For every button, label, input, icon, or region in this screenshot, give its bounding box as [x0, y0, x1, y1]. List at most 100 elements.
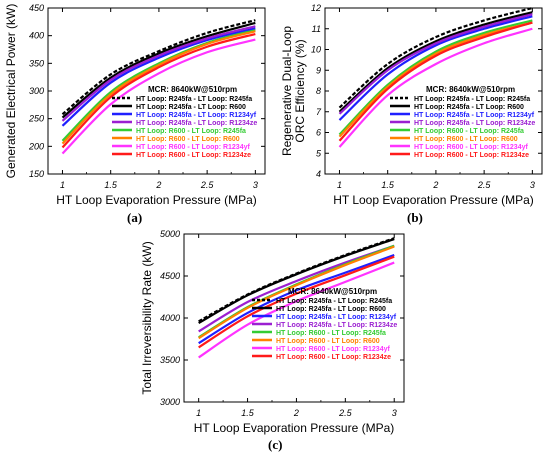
y-tick-label: 4000	[160, 313, 180, 323]
caption-c: (c)	[268, 437, 283, 452]
y-tick-label: 5000	[160, 229, 180, 239]
y-tick-label: 150	[29, 169, 44, 179]
series-line-2	[61, 27, 256, 127]
legend-label-6: HT Loop: R600 - LT Loop: R1234yf	[276, 346, 390, 353]
legend-label-4: HT Loop: R600 - LT Loop: R245fa	[276, 330, 386, 337]
x-tick-label: 2	[432, 180, 438, 190]
series-line-1	[61, 21, 256, 119]
legend-title: MCR: 8640kW@510rpm	[148, 85, 237, 94]
legend-label-2: HT Loop: R245fa - LT Loop: R1234yf	[414, 112, 535, 119]
series-line-6	[338, 27, 533, 148]
x-tick-label: 2	[155, 180, 161, 190]
legend: MCR: 8640kW@510rpm HT Loop: R245fa - LT L…	[252, 287, 397, 361]
x-tick-label: 1.5	[381, 180, 395, 190]
legend-label-1: HT Loop: R245fa - LT Loop: R600	[136, 104, 246, 111]
y-tick-label: 6	[316, 128, 321, 138]
series-line-3	[61, 25, 256, 122]
y-tick-label: 7	[316, 107, 322, 117]
legend-title: MCR: 8640kW@510rpm	[288, 287, 377, 296]
series-line-0	[338, 6, 533, 109]
y-tick-label: 12	[311, 3, 321, 13]
legend-label-7: HT Loop: R600 - LT Loop: R1234ze	[136, 152, 251, 159]
series-line-1	[198, 237, 395, 324]
series-line-5	[338, 21, 533, 138]
y-axis-label-line1: Regenerative Dual-Loop	[280, 26, 294, 156]
legend-label-3: HT Loop: R245fa - LT Loop: R1234ze	[414, 120, 535, 127]
y-tick-label: 350	[29, 58, 44, 68]
legend-label-5: HT Loop: R600 - LT Loop: R600	[276, 338, 380, 345]
x-axis-label: HT Loop Evaporation Pressure (MPa)	[194, 421, 395, 435]
legend-label-4: HT Loop: R600 - LT Loop: R245fa	[136, 128, 246, 135]
x-tick-label: 1	[60, 180, 65, 190]
x-tick-label: 1.5	[241, 408, 255, 418]
series-line-2	[198, 253, 395, 345]
y-tick-label: 300	[29, 86, 44, 96]
y-tick-label: 5	[316, 148, 322, 158]
x-tick-label: 2	[293, 408, 299, 418]
legend-label-3: HT Loop: R245fa - LT Loop: R1234ze	[136, 120, 257, 127]
series-line-1	[338, 11, 533, 113]
series-line-7	[338, 21, 533, 142]
x-tick-label: 3	[253, 180, 258, 190]
legend-label-6: HT Loop: R600 - LT Loop: R1234yf	[136, 144, 250, 151]
y-tick-label: 3500	[160, 355, 180, 365]
y-tick-label: 200	[28, 141, 44, 151]
series-line-7	[61, 32, 256, 149]
x-tick-label: 2.5	[477, 180, 492, 190]
legend-label-0: HT Loop: R245fa - LT Loop: R245fa	[276, 298, 392, 305]
x-tick-label: 3	[392, 408, 397, 418]
legend: MCR: 8640kW@510rpm HT Loop: R245fa - LT L…	[112, 85, 257, 159]
caption-b: (b)	[407, 210, 423, 225]
y-tick-label: 250	[28, 114, 44, 124]
legend-label-5: HT Loop: R600 - LT Loop: R600	[136, 136, 240, 143]
series-line-0	[61, 19, 256, 116]
legend-label-3: HT Loop: R245fa - LT Loop: R1234ze	[276, 322, 397, 329]
y-tick-label: 450	[29, 3, 44, 13]
legend-label-4: HT Loop: R600 - LT Loop: R245fa	[414, 128, 524, 135]
legend-label-7: HT Loop: R600 - LT Loop: R1234ze	[414, 152, 529, 159]
y-tick-label: 9	[316, 65, 321, 75]
legend-label-7: HT Loop: R600 - LT Loop: R1234ze	[276, 354, 391, 361]
legend-label-6: HT Loop: R600 - LT Loop: R1234yf	[414, 144, 528, 151]
legend-label-1: HT Loop: R245fa - LT Loop: R600	[414, 104, 524, 111]
legend-label-5: HT Loop: R600 - LT Loop: R600	[414, 136, 518, 143]
series-line-6	[61, 38, 256, 155]
x-tick-label: 1	[196, 408, 201, 418]
series-line-5	[61, 30, 256, 145]
legend-label-2: HT Loop: R245fa - LT Loop: R1234yf	[276, 314, 397, 321]
legend: MCR: 8640kW@510rpm HT Loop: R245fa - LT L…	[390, 85, 535, 159]
legend-label-0: HT Loop: R245fa - LT Loop: R245fa	[414, 96, 530, 103]
legend-title: MCR: 8640kW@510rpm	[426, 85, 515, 94]
x-tick-label: 1	[337, 180, 342, 190]
series-line-5	[198, 245, 395, 340]
x-axis-label: HT Loop Evaporation Pressure (MPa)	[56, 193, 257, 207]
y-axis-label: Total Irreversibility Rate (kW)	[140, 241, 154, 394]
y-tick-label: 4500	[160, 271, 180, 281]
legend-label-0: HT Loop: R245fa - LT Loop: R245fa	[136, 96, 252, 103]
series-line-2	[338, 15, 533, 121]
y-tick-label: 400	[29, 31, 44, 41]
y-tick-label: 11	[312, 24, 321, 34]
y-tick-label: 10	[311, 45, 321, 55]
chart-0: 1 1.5 2 2.5 3 150 200 250 300 350 400 450 HT Loop Ev…	[4, 3, 266, 207]
series-line-7	[198, 255, 395, 349]
legend-label-2: HT Loop: R245fa - LT Loop: R1234yf	[136, 112, 257, 119]
y-axis-label: Generated Electrical Power (kW)	[4, 4, 18, 179]
chart-1: 1 1.5 2 2.5 3 4 5 6 7 8 9 10 11 12 HT Loop Evaporation…	[280, 3, 543, 207]
caption-a: (a)	[127, 210, 143, 225]
y-tick-label: 4	[316, 169, 321, 179]
y-tick-label: 8	[316, 86, 321, 96]
series-line-3	[338, 13, 533, 115]
chart-2: 1 1.5 2 2.5 3 3000 3500 4000 4500 5000 HT Loop Eva…	[140, 229, 405, 435]
x-axis-label: HT Loop Evaporation Pressure (MPa)	[333, 193, 534, 207]
y-axis-label-line2: ORC Efficiency (%)	[293, 39, 307, 142]
legend-label-1: HT Loop: R245fa - LT Loop: R600	[276, 306, 386, 313]
x-tick-label: 2.5	[338, 408, 353, 418]
x-tick-label: 3	[530, 180, 535, 190]
x-tick-label: 2.5	[200, 180, 215, 190]
series-line-6	[198, 261, 395, 359]
series-line-4	[338, 19, 533, 136]
y-tick-label: 3000	[160, 397, 180, 407]
x-tick-label: 1.5	[104, 180, 118, 190]
